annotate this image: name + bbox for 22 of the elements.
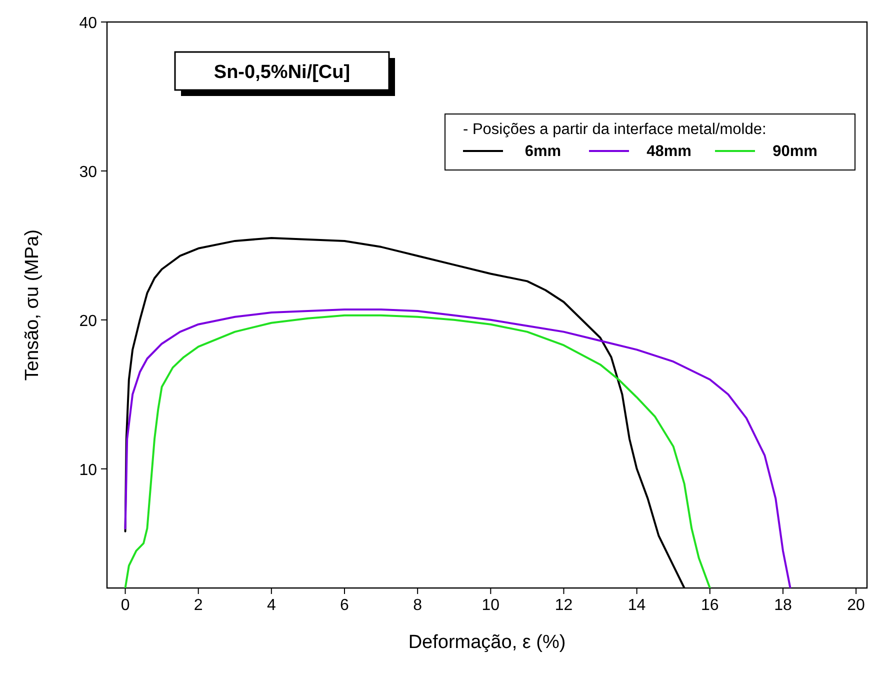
legend-label: 6mm xyxy=(524,143,562,160)
x-tick-label: 14 xyxy=(628,597,646,614)
x-tick-label: 0 xyxy=(120,597,130,614)
y-tick-label: 20 xyxy=(79,312,98,330)
x-axis-title: Deformação, ε (%) xyxy=(408,632,566,653)
x-tick-label: 12 xyxy=(554,597,573,614)
y-tick-label: 30 xyxy=(79,164,98,181)
x-tick-label: 2 xyxy=(194,597,203,614)
x-tick-label: 8 xyxy=(413,597,422,614)
legend-title: - Posições a partir da interface metal/molde: xyxy=(463,121,766,138)
x-tick-label: 10 xyxy=(482,597,500,614)
x-tick-label: 4 xyxy=(266,597,276,614)
y-tick-label: 10 xyxy=(79,462,98,479)
annotation: Sn-0,5%Ni/[Cu] xyxy=(214,62,350,83)
x-tick-label: 16 xyxy=(700,597,719,614)
y-axis-title: Tensão, σu (MPa) xyxy=(22,229,43,381)
legend-label: 90mm xyxy=(772,143,818,160)
x-tick-label: 18 xyxy=(774,597,792,614)
legend-label: 48mm xyxy=(646,143,692,160)
x-tick-label: 20 xyxy=(847,597,866,614)
x-tick-label: 6 xyxy=(340,597,350,614)
y-tick-label: 40 xyxy=(79,15,98,32)
